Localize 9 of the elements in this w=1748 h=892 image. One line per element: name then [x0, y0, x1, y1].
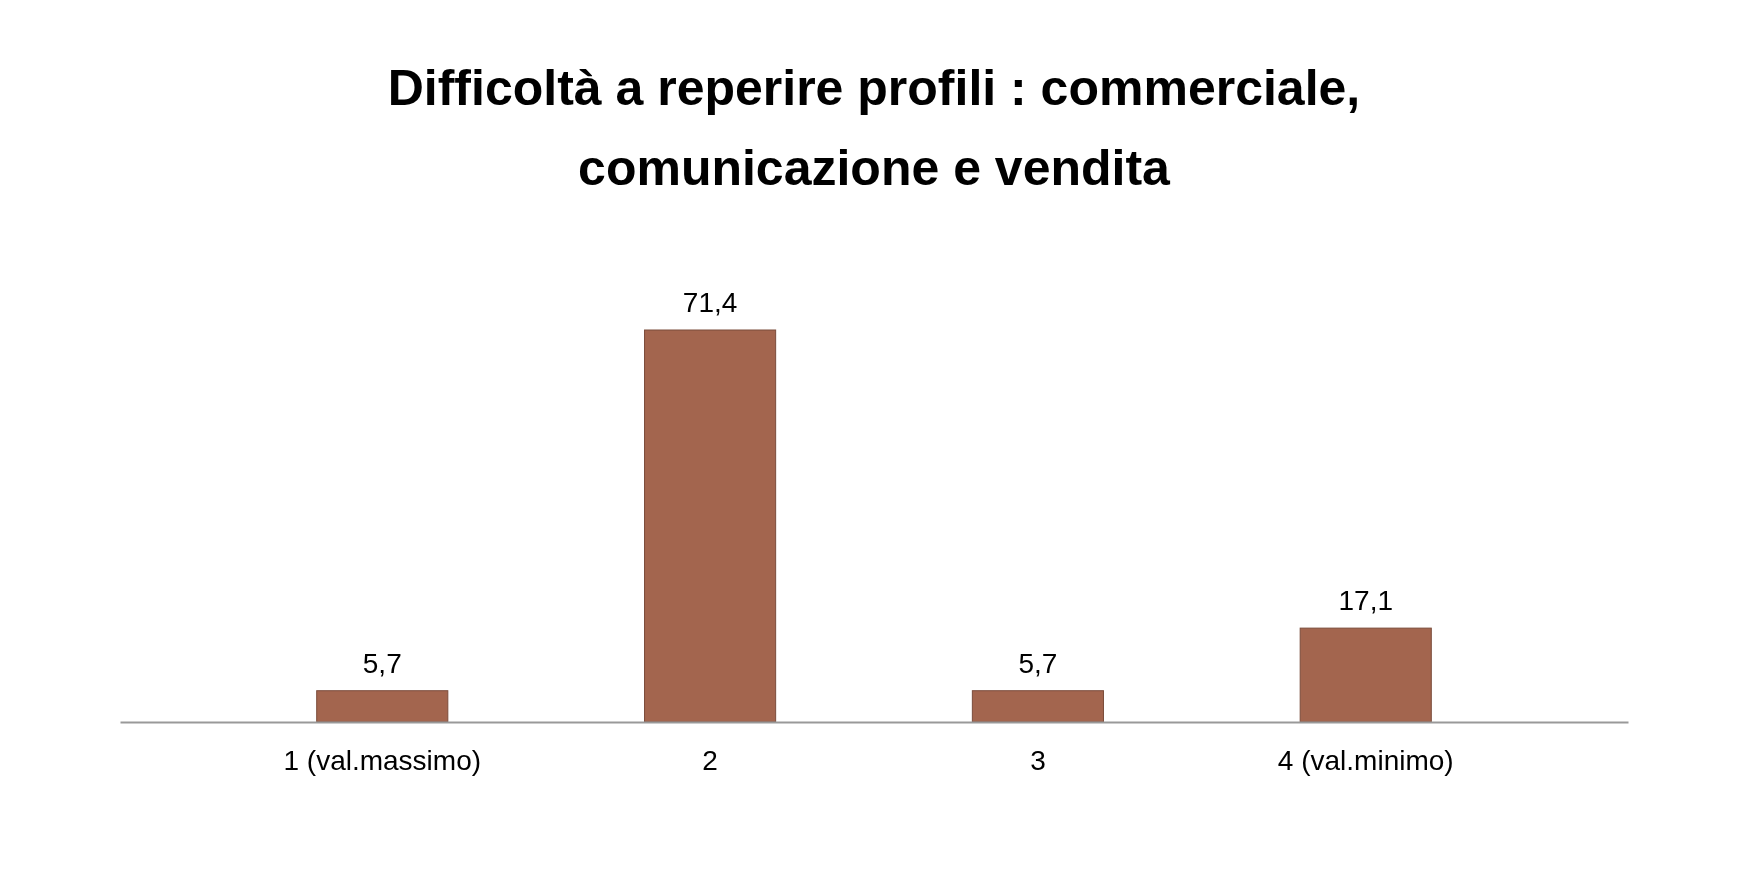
data-label: 5,7 — [1018, 647, 1058, 679]
data-label: 17,1 — [1338, 585, 1393, 617]
data-label: 5,7 — [362, 647, 402, 679]
chart-title: Difficoltà a reperire profili : commerciale, comunicazione e vendita — [387, 60, 1361, 196]
x-tick-label: 2 — [702, 744, 718, 776]
x-tick-label: 4 (val.minimo) — [1277, 744, 1454, 776]
data-label: 71,4 — [682, 287, 738, 318]
x-tick-label: 3 — [1030, 744, 1046, 776]
x-tick-label: 1 (val.massimo) — [283, 744, 482, 776]
